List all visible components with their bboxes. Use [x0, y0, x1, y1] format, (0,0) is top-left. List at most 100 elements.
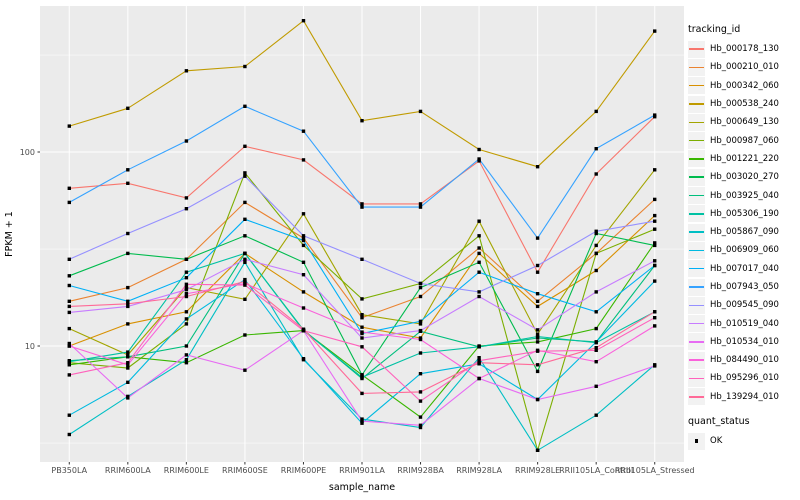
legend-entry: Hb_010519_040: [688, 314, 798, 333]
data-point: [243, 64, 247, 69]
legend-entry-label: Hb_001221_220: [710, 153, 779, 164]
data-point: [418, 351, 423, 355]
data-point: [477, 356, 481, 360]
legend-key-line-icon: [688, 205, 705, 223]
data-point: [126, 361, 130, 365]
data-point: [418, 281, 423, 286]
data-point: [477, 147, 481, 152]
data-point: [477, 246, 481, 250]
data-point: [67, 304, 71, 309]
data-point: [126, 231, 130, 236]
legend-entry: Hb_000210_010: [688, 58, 798, 76]
data-point: [360, 336, 364, 340]
data-point: [360, 316, 364, 320]
x-tick-label: RRIM600PE: [281, 466, 327, 475]
data-point: [653, 219, 657, 223]
data-point: [126, 396, 130, 400]
data-point: [184, 322, 189, 326]
data-point: [535, 165, 540, 169]
data-point: [535, 397, 540, 402]
legend-key-line-icon: [688, 241, 705, 259]
data-point: [360, 205, 364, 209]
legend-entry: Hb_006909_060: [688, 241, 798, 259]
data-point: [653, 310, 657, 314]
data-point: [184, 310, 189, 314]
y-tick-label: 10: [25, 342, 35, 351]
data-point: [184, 317, 189, 321]
data-point: [653, 168, 657, 172]
data-point: [67, 283, 71, 288]
x-tick-label: RRIM901LA: [339, 466, 385, 475]
legend-key-line-icon: [688, 296, 705, 314]
data-point: [653, 364, 657, 368]
data-point: [126, 251, 130, 256]
data-point: [477, 270, 481, 274]
data-point: [243, 144, 247, 148]
data-point: [67, 124, 71, 128]
data-point: [184, 270, 189, 274]
data-point: [184, 282, 189, 286]
legend-entry-label: Hb_007943_050: [710, 282, 779, 292]
data-point: [301, 357, 306, 361]
data-point: [477, 359, 481, 363]
legend-key-line-icon: [688, 40, 705, 58]
data-point: [67, 186, 71, 190]
data-point: [67, 341, 71, 346]
legend-entry: Hb_000342_060: [688, 77, 798, 95]
data-point: [126, 168, 130, 172]
data-point: [418, 319, 423, 323]
legend-entries: Hb_000178_130 Hb_000210_010 Hb_000342_060 H…: [688, 40, 798, 406]
data-point: [594, 348, 598, 352]
data-point: [418, 285, 423, 290]
x-tick-label: RRIM600LA: [105, 466, 151, 475]
data-point: [477, 361, 481, 365]
x-tick-label: RRIM928LE: [515, 466, 560, 475]
legend-key-line-icon: [688, 168, 705, 186]
data-point: [418, 425, 423, 430]
data-point: [184, 361, 189, 365]
data-point: [594, 340, 598, 344]
data-point: [653, 279, 657, 283]
legend-key-line-icon: [688, 150, 705, 168]
data-point: [418, 390, 423, 394]
data-point: [301, 236, 306, 240]
legend-title-tracking-id: tracking_id: [688, 24, 741, 35]
legend-entry-label: Hb_139294_010: [710, 391, 779, 402]
data-point: [535, 349, 540, 353]
legend-entry: Hb_007017_040: [688, 260, 798, 278]
legend-entry-label: Hb_003925_040: [710, 190, 779, 201]
x-tick-label: RRIM600SE: [222, 466, 268, 475]
data-point: [360, 325, 364, 329]
data-point: [243, 333, 247, 337]
legend-entry-label: Hb_000987_060: [710, 135, 779, 146]
x-tick-label: RRIM600LE: [164, 466, 209, 475]
legend-key-line-icon: [688, 278, 705, 296]
x-tick-label: RRII105LA_Control: [559, 466, 633, 475]
data-point: [535, 236, 540, 240]
data-point: [184, 276, 189, 280]
data-point: [477, 290, 481, 294]
data-point: [360, 202, 364, 206]
data-point: [594, 147, 598, 151]
legend-key-line-icon: [688, 333, 705, 351]
data-points: [67, 19, 657, 452]
data-point: [126, 106, 130, 110]
legend-entry: Hb_010534_010: [688, 333, 798, 351]
legend-entry-label: Hb_000210_010: [710, 62, 779, 73]
y-tick-labels: 10 100: [20, 148, 35, 351]
data-point: [594, 231, 598, 236]
data-point: [243, 234, 247, 238]
data-point: [126, 366, 130, 370]
data-point: [67, 274, 71, 278]
legend-key-line-icon: [688, 388, 705, 406]
data-point: [67, 432, 71, 437]
legend-key-line-icon: [688, 351, 705, 369]
legend-key-line-icon: [688, 187, 705, 205]
legend-entry: OK: [688, 432, 798, 450]
data-point: [477, 260, 481, 264]
data-point: [126, 355, 130, 359]
data-point: [243, 297, 247, 301]
data-point: [67, 299, 71, 303]
data-point: [653, 113, 657, 117]
